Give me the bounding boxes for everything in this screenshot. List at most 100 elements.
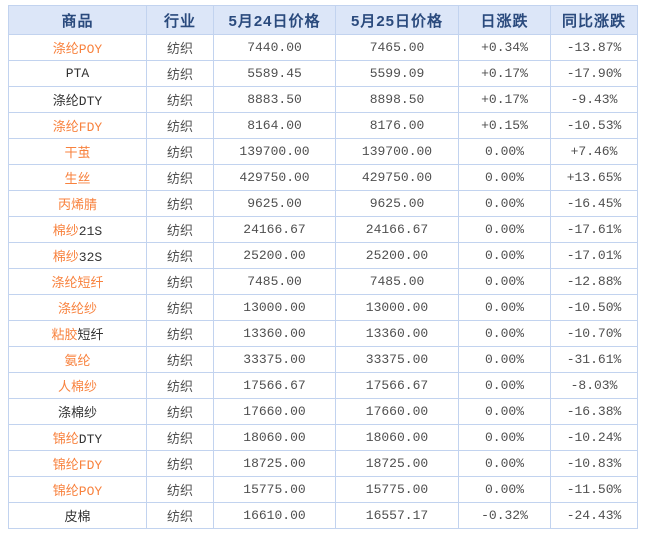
table-row: 皮棉 纺织 16610.00 16557.17 -0.32% -24.43% [8, 502, 638, 529]
price-may25-cell: 429750.00 [335, 164, 459, 191]
commodity-link[interactable]: 涤纶POY [52, 42, 103, 57]
commodity-label: 涤棉纱 [57, 406, 97, 421]
yoy-change-cell: -17.61% [550, 216, 638, 243]
price-may24-cell: 15775.00 [213, 476, 336, 503]
yoy-change-cell: -10.83% [550, 450, 638, 477]
price-may24-cell: 24166.67 [213, 216, 336, 243]
column-header-industry: 行业 [146, 5, 214, 35]
price-may25-cell: 9625.00 [335, 190, 459, 217]
commodity-link[interactable]: 涤纶纱 [57, 302, 97, 317]
commodity-label: 涤纶DTY [52, 94, 103, 109]
industry-cell: 纺织 [146, 372, 214, 399]
commodity-cell: 皮棉 [8, 502, 147, 529]
price-may25-cell: 5599.09 [335, 60, 459, 87]
commodity-cell: 涤纶POY [8, 34, 147, 61]
price-may25-cell: 7485.00 [335, 268, 459, 295]
table-row: 人棉纱 纺织 17566.67 17566.67 0.00% -8.03% [8, 372, 638, 399]
yoy-change-cell: -17.01% [550, 242, 638, 269]
industry-cell: 纺织 [146, 476, 214, 503]
price-may25-cell: 8176.00 [335, 112, 459, 139]
price-may24-cell: 18060.00 [213, 424, 336, 451]
price-may25-cell: 13000.00 [335, 294, 459, 321]
table-row: PTA 纺织 5589.45 5599.09 +0.17% -17.90% [8, 60, 638, 87]
commodity-link[interactable]: 粘胶 [51, 328, 78, 343]
industry-cell: 纺织 [146, 424, 214, 451]
price-may25-cell: 17566.67 [335, 372, 459, 399]
day-change-cell: 0.00% [458, 138, 551, 165]
commodity-link[interactable]: 棉纱 [52, 224, 79, 239]
industry-cell: 纺织 [146, 86, 214, 113]
table-row: 涤纶纱 纺织 13000.00 13000.00 0.00% -10.50% [8, 294, 638, 321]
table-row: 干茧 纺织 139700.00 139700.00 0.00% +7.46% [8, 138, 638, 165]
table-header-row: 商品 行业 5月24日价格 5月25日价格 日涨跌 同比涨跌 [8, 5, 638, 35]
commodity-cell: 锦纶DTY [8, 424, 147, 451]
industry-cell: 纺织 [146, 502, 214, 529]
price-may24-cell: 17566.67 [213, 372, 336, 399]
commodity-label: PTA [65, 66, 90, 81]
commodity-cell: 锦纶FDY [8, 450, 147, 477]
price-may24-cell: 8164.00 [213, 112, 336, 139]
yoy-change-cell: -10.24% [550, 424, 638, 451]
commodity-cell: 棉纱32S [8, 242, 147, 269]
price-may25-cell: 33375.00 [335, 346, 459, 373]
column-header-yoy_change: 同比涨跌 [550, 5, 638, 35]
commodity-link[interactable]: 涤纶FDY [52, 120, 103, 135]
commodity-link[interactable]: 锦纶 [52, 432, 79, 447]
commodity-cell: 涤纶纱 [8, 294, 147, 321]
commodity-cell: 生丝 [8, 164, 147, 191]
industry-cell: 纺织 [146, 34, 214, 61]
day-change-cell: +0.17% [458, 60, 551, 87]
day-change-cell: 0.00% [458, 164, 551, 191]
commodity-link[interactable]: 丙烯腈 [57, 198, 97, 213]
column-header-price_0525: 5月25日价格 [335, 5, 459, 35]
commodity-link[interactable]: 棉纱 [52, 250, 79, 265]
day-change-cell: 0.00% [458, 268, 551, 295]
table-body: 涤纶POY 纺织 7440.00 7465.00 +0.34% -13.87% PTA 纺织 5… [8, 34, 638, 529]
industry-cell: 纺织 [146, 294, 214, 321]
commodity-link[interactable]: 生丝 [64, 172, 91, 187]
price-may25-cell: 17660.00 [335, 398, 459, 425]
table-row: 粘胶短纤 纺织 13360.00 13360.00 0.00% -10.70% [8, 320, 638, 347]
price-may24-cell: 9625.00 [213, 190, 336, 217]
commodity-label: DTY [78, 432, 103, 447]
price-may24-cell: 18725.00 [213, 450, 336, 477]
price-may24-cell: 429750.00 [213, 164, 336, 191]
day-change-cell: 0.00% [458, 372, 551, 399]
commodity-price-table: 商品 行业 5月24日价格 5月25日价格 日涨跌 同比涨跌 涤纶POY 纺织 7440.00… [8, 5, 638, 529]
yoy-change-cell: +13.65% [550, 164, 638, 191]
yoy-change-cell: -17.90% [550, 60, 638, 87]
price-may25-cell: 8898.50 [335, 86, 459, 113]
price-may24-cell: 17660.00 [213, 398, 336, 425]
table-row: 涤纶FDY 纺织 8164.00 8176.00 +0.15% -10.53% [8, 112, 638, 139]
commodity-cell: 涤纶DTY [8, 86, 147, 113]
price-may24-cell: 13360.00 [213, 320, 336, 347]
day-change-cell: -0.32% [458, 502, 551, 529]
yoy-change-cell: -24.43% [550, 502, 638, 529]
industry-cell: 纺织 [146, 138, 214, 165]
commodity-cell: 粘胶短纤 [8, 320, 147, 347]
commodity-link[interactable]: 干茧 [64, 146, 91, 161]
column-header-price_0524: 5月24日价格 [213, 5, 336, 35]
yoy-change-cell: -10.50% [550, 294, 638, 321]
commodity-link[interactable]: 氨纶 [64, 354, 91, 369]
table-row: 氨纶 纺织 33375.00 33375.00 0.00% -31.61% [8, 346, 638, 373]
yoy-change-cell: +7.46% [550, 138, 638, 165]
day-change-cell: 0.00% [458, 320, 551, 347]
commodity-cell: 丙烯腈 [8, 190, 147, 217]
yoy-change-cell: -12.88% [550, 268, 638, 295]
commodity-link[interactable]: 锦纶FDY [52, 458, 103, 473]
industry-cell: 纺织 [146, 112, 214, 139]
commodity-link[interactable]: 人棉纱 [57, 380, 97, 395]
commodity-cell: 氨纶 [8, 346, 147, 373]
yoy-change-cell: -11.50% [550, 476, 638, 503]
table-row: 涤棉纱 纺织 17660.00 17660.00 0.00% -16.38% [8, 398, 638, 425]
day-change-cell: 0.00% [458, 398, 551, 425]
yoy-change-cell: -9.43% [550, 86, 638, 113]
yoy-change-cell: -31.61% [550, 346, 638, 373]
industry-cell: 纺织 [146, 190, 214, 217]
commodity-link[interactable]: 涤纶短纤 [51, 276, 104, 291]
day-change-cell: 0.00% [458, 424, 551, 451]
table-row: 涤纶短纤 纺织 7485.00 7485.00 0.00% -12.88% [8, 268, 638, 295]
commodity-link[interactable]: 锦纶POY [52, 484, 103, 499]
commodity-label: 皮棉 [64, 510, 91, 525]
